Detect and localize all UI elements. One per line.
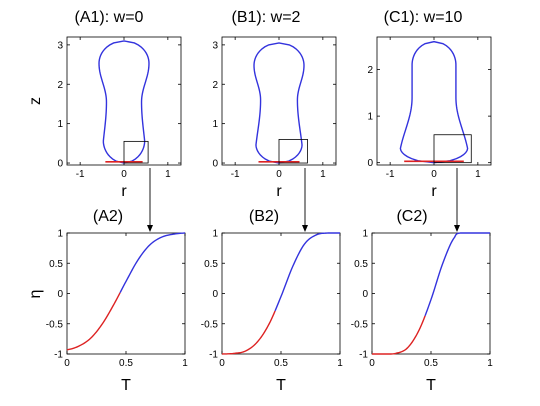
inset-box-C1 xyxy=(433,134,472,164)
y-tick-label-A2-4: 1 xyxy=(57,229,63,240)
y-tick-label-A1-3: 3 xyxy=(57,40,63,51)
plot-frame-B2 xyxy=(221,232,341,355)
contour-B1 xyxy=(253,42,305,164)
eta-curve-red-C2 xyxy=(372,315,426,355)
plot-frame-C2 xyxy=(371,232,491,355)
x-tick-label-A1-0: -1 xyxy=(76,169,85,180)
x-tick-label-C2-1: 0.5 xyxy=(424,358,438,369)
eta-curve-blue-B2 xyxy=(274,232,340,312)
x-tick-label-B1-1: 0 xyxy=(276,169,282,180)
contour-A1 xyxy=(98,40,150,164)
y-tick-label-A2-0: -1 xyxy=(54,350,63,361)
xlabel-C2: T xyxy=(426,377,436,394)
y-tick-label-B1-1: 1 xyxy=(212,119,218,130)
y-tick-label-C2-4: 1 xyxy=(362,229,368,240)
inset-box-B1 xyxy=(278,138,308,164)
y-tick-label-A2-3: 0.5 xyxy=(49,259,63,270)
eta-curve-red-B2 xyxy=(221,310,276,355)
title-C1: (C1): w=10 xyxy=(384,9,463,26)
y-tick-label-A1-2: 2 xyxy=(57,80,63,91)
xlabel-B1: r xyxy=(276,183,282,200)
xlabel-A2: T xyxy=(121,377,131,394)
panel-B1: -1 0 1 0 1 2 3 xyxy=(212,36,337,180)
contour-C1 xyxy=(399,40,469,164)
x-tick-label-A2-1: 0.5 xyxy=(119,358,133,369)
x-tick-label-B1-2: 1 xyxy=(320,169,326,180)
callout-A2: (A2) xyxy=(93,208,123,225)
y-tick-label-C1-0: 0 xyxy=(367,158,373,169)
y-tick-label-B1-0: 0 xyxy=(212,159,218,170)
arrow-head-1 xyxy=(302,225,308,232)
x-tick-label-C1-1: 0 xyxy=(431,169,437,180)
y-tick-label-B2-4: 1 xyxy=(212,229,218,240)
eta-curve-blue-C2 xyxy=(424,232,490,317)
y-tick-label-B2-1: -0.5 xyxy=(201,319,219,330)
panel-A2: 0 0.5 1 -1 -0.5 0 0.5 1 xyxy=(46,229,188,370)
plot-frame-A2 xyxy=(66,232,186,355)
x-tick-label-C2-0: 0 xyxy=(369,358,375,369)
y-tick-label-C2-3: 0.5 xyxy=(354,259,368,270)
xlabel-B2: T xyxy=(276,377,286,394)
ylabel-A1: z xyxy=(27,97,44,105)
y-tick-label-C2-1: -0.5 xyxy=(351,319,369,330)
x-tick-label-A2-2: 1 xyxy=(182,358,188,369)
y-tick-label-C2-2: 0 xyxy=(362,289,368,300)
xlabel-C1: r xyxy=(431,183,437,200)
panel-C1: -1 0 1 0 1 2 xyxy=(367,36,492,180)
y-tick-label-B2-3: 0.5 xyxy=(204,259,218,270)
x-tick-label-B2-1: 0.5 xyxy=(274,358,288,369)
y-tick-label-B2-0: -1 xyxy=(209,350,218,361)
y-tick-label-C1-1: 1 xyxy=(367,112,373,123)
x-tick-label-C2-2: 1 xyxy=(487,358,493,369)
y-tick-label-C2-0: -1 xyxy=(359,350,368,361)
arrow-head-0 xyxy=(147,225,153,232)
callout-B2: (B2) xyxy=(249,208,279,225)
y-tick-label-A2-2: 0 xyxy=(57,289,63,300)
y-tick-label-A1-1: 1 xyxy=(57,119,63,130)
x-tick-label-B2-2: 1 xyxy=(337,358,343,369)
inset-box-A1 xyxy=(123,140,149,164)
ylabel-A2: η xyxy=(27,290,44,299)
x-tick-label-A1-2: 1 xyxy=(165,169,171,180)
y-tick-label-B2-2: 0 xyxy=(212,289,218,300)
callout-C2: (C2) xyxy=(396,208,427,225)
panel-B2: 0 0.5 1 -1 -0.5 0 0.5 1 xyxy=(201,229,343,370)
title-B1: (B1): w=2 xyxy=(232,9,301,26)
x-tick-label-B2-0: 0 xyxy=(219,358,225,369)
y-tick-label-A2-1: -0.5 xyxy=(46,319,64,330)
x-tick-label-A1-1: 0 xyxy=(121,169,127,180)
y-tick-label-C1-2: 2 xyxy=(367,65,373,76)
eta-curve-red-A2 xyxy=(66,292,121,351)
x-tick-label-C1-0: -1 xyxy=(386,169,395,180)
arrow-head-2 xyxy=(454,225,460,232)
panel-A1: -1 0 1 0 1 2 3 xyxy=(57,36,182,180)
title-A1: (A1): w=0 xyxy=(75,9,144,26)
x-tick-label-A2-0: 0 xyxy=(64,358,70,369)
y-tick-label-B1-2: 2 xyxy=(212,80,218,91)
panel-C2: 0 0.5 1 -1 -0.5 0 0.5 1 xyxy=(351,229,493,370)
y-tick-label-A1-0: 0 xyxy=(57,159,63,170)
x-tick-label-C1-2: 1 xyxy=(475,169,481,180)
y-tick-label-B1-3: 3 xyxy=(212,40,218,51)
xlabel-A1: r xyxy=(121,183,127,200)
eta-curve-blue-A2 xyxy=(119,232,186,293)
x-tick-label-B1-0: -1 xyxy=(231,169,240,180)
